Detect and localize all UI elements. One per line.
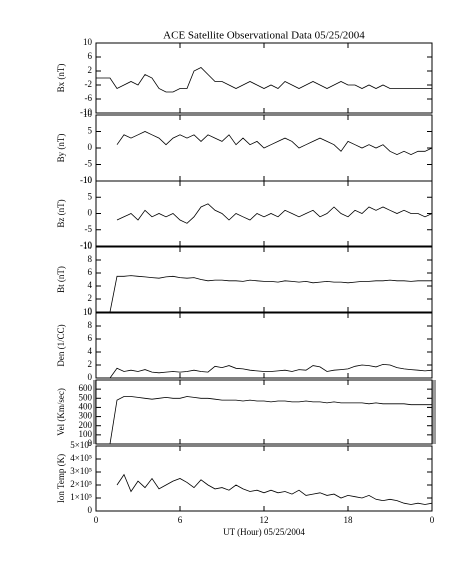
- y-tick-label: 10: [83, 37, 93, 47]
- x-axis-label: UT (Hour) 05/25/2004: [223, 527, 305, 537]
- y-axis-label: Den (1/CC): [56, 324, 66, 366]
- y-tick-label: 5×10⁵: [70, 440, 92, 450]
- x-tick-label: 6: [178, 515, 183, 525]
- y-axis-label: Bz (nT): [56, 199, 66, 227]
- data-line: [116, 131, 433, 156]
- y-axis-label: Bt (nT): [56, 266, 66, 293]
- y-tick-label: 8: [88, 254, 93, 264]
- y-tick-label: 4: [88, 280, 93, 290]
- y-tick-label: 4×10⁵: [70, 453, 92, 463]
- y-tick-label: -10: [80, 107, 92, 117]
- panel-frame: [95, 312, 433, 379]
- y-tick-label: 400: [79, 401, 93, 411]
- y-tick-label: 10: [83, 175, 93, 185]
- y-tick-label: 10: [83, 241, 93, 251]
- y-tick-label: 3×10⁵: [70, 466, 92, 476]
- y-tick-label: 8: [88, 320, 93, 330]
- y-tick-label: 0: [88, 372, 93, 382]
- data-line: [96, 363, 433, 379]
- y-tick-label: 5: [88, 191, 93, 201]
- edge-band: [93, 380, 96, 444]
- y-axis-label: Bx (nT): [56, 64, 66, 93]
- panel-frame: [95, 246, 433, 313]
- y-tick-label: 4: [88, 346, 93, 356]
- y-tick-label: -10: [80, 240, 92, 250]
- data-line: [96, 396, 432, 445]
- y-tick-label: 0: [88, 208, 93, 218]
- panel-frame: [95, 445, 433, 512]
- y-tick-label: -2: [85, 79, 93, 89]
- y-tick-label: 5: [88, 126, 93, 136]
- y-tick-label: 6: [88, 333, 93, 343]
- data-line: [96, 67, 432, 93]
- y-tick-label: 10: [83, 109, 93, 119]
- panel-frame: [95, 180, 433, 247]
- y-tick-label: 2×10⁵: [70, 479, 92, 489]
- x-tick-label: 12: [260, 515, 269, 525]
- y-axis-label: By (nT): [56, 134, 66, 163]
- data-line: [116, 203, 433, 224]
- y-tick-label: 0: [88, 438, 93, 448]
- y-tick-label: -5: [85, 224, 93, 234]
- x-tick-label: 18: [344, 515, 354, 525]
- y-tick-label: 300: [79, 411, 93, 421]
- y-axis-label: Ion Temp (K): [56, 454, 66, 503]
- y-tick-label: -5: [85, 159, 93, 169]
- y-tick-label: 6: [88, 51, 93, 61]
- y-tick-label: 2: [88, 65, 93, 75]
- y-tick-label: 10: [83, 307, 93, 317]
- x-tick-label: 0: [430, 515, 435, 525]
- x-tick-label: 0: [94, 515, 99, 525]
- y-tick-label: 2: [88, 359, 93, 369]
- y-tick-label: 0: [88, 505, 93, 515]
- y-tick-label: 0: [88, 142, 93, 152]
- y-tick-label: 500: [79, 392, 93, 402]
- panel-frame: [95, 379, 433, 445]
- y-tick-label: -10: [80, 175, 92, 185]
- y-tick-label: 600: [79, 383, 93, 393]
- panel-frame: [95, 42, 433, 114]
- edge-band: [432, 380, 436, 444]
- y-tick-label: 2: [88, 293, 93, 303]
- chart-title: ACE Satellite Observational Data 05/25/2…: [163, 30, 365, 42]
- y-tick-label: 0: [88, 306, 93, 316]
- y-tick-label: 100: [79, 429, 93, 439]
- y-tick-label: -6: [85, 93, 93, 103]
- y-axis-label: Vel (Km/sec): [56, 388, 66, 436]
- y-tick-label: 200: [79, 420, 93, 430]
- data-line: [96, 275, 432, 313]
- y-tick-label: 1×10⁵: [70, 492, 92, 502]
- data-line: [116, 473, 433, 505]
- y-tick-label: 6: [88, 267, 93, 277]
